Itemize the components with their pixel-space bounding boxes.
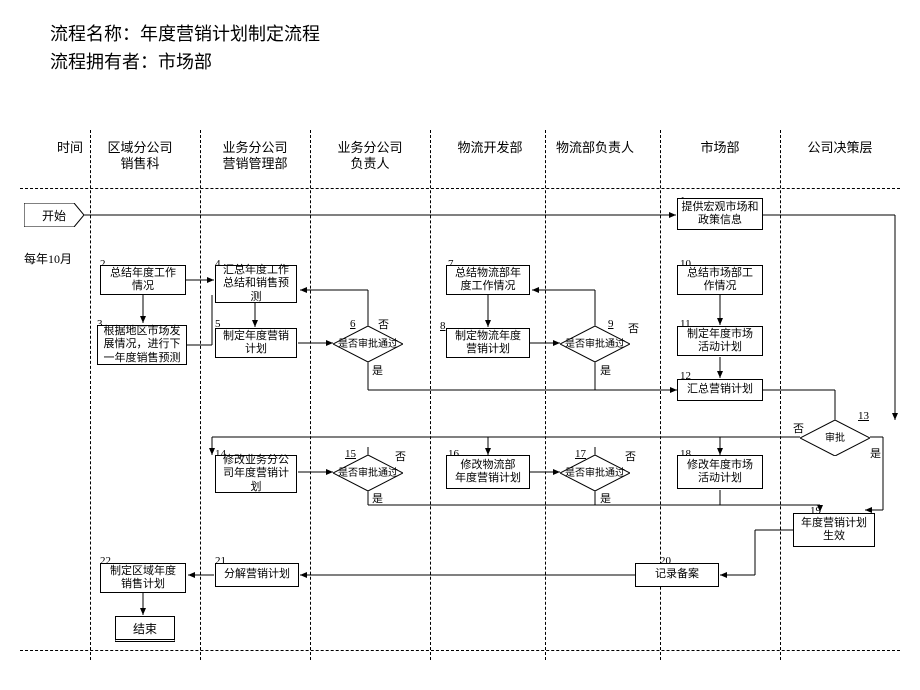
divider	[90, 130, 91, 660]
label-no: 否	[793, 420, 804, 436]
divider	[430, 130, 431, 660]
node-20: 记录备案	[635, 563, 719, 587]
node-9-diamond: 是否审批通过	[560, 326, 630, 362]
node-11: 制定年度市场活动计划	[677, 326, 763, 356]
label-no: 否	[625, 448, 636, 464]
label-no: 否	[395, 448, 406, 464]
divider-h	[20, 188, 900, 189]
node-16: 修改物流部年度营销计划	[446, 455, 530, 489]
node-17-diamond: 是否审批通过	[560, 455, 630, 491]
node-num: 8	[440, 320, 446, 332]
lane-7: 公司决策层	[800, 140, 880, 156]
node-21: 分解营销计划	[215, 563, 299, 587]
node-3: 根据地区市场发展情况，进行下一年度销售预测	[97, 325, 187, 365]
divider	[200, 130, 201, 660]
period-label: 每年10月	[24, 250, 72, 267]
page-owner: 流程拥有者：市场部	[50, 48, 212, 74]
node-18: 修改年度市场活动计划	[677, 455, 763, 489]
lane-3: 业务分公司负责人	[330, 140, 410, 171]
node-8: 制定物流年度营销计划	[446, 328, 530, 358]
node-4: 汇总年度工作总结和销售预测	[215, 265, 297, 303]
page-title: 流程名称：年度营销计划制定流程	[50, 20, 320, 46]
label-yes: 是	[600, 362, 611, 378]
node-7: 总结物流部年度工作情况	[446, 265, 530, 295]
node-15-diamond: 是否审批通过	[333, 455, 403, 491]
lane-2: 业务分公司营销管理部	[215, 140, 295, 171]
divider-h	[20, 650, 900, 651]
label-yes: 是	[600, 490, 611, 506]
lane-4: 物流开发部	[450, 140, 530, 156]
node-19: 年度营销计划生效	[793, 513, 875, 547]
node-10: 总结市场部工作情况	[677, 265, 763, 295]
lane-time: 时间	[30, 140, 110, 156]
node-5: 制定年度营销计划	[215, 328, 297, 358]
divider	[780, 130, 781, 660]
label-yes: 是	[870, 445, 881, 461]
label-yes: 是	[372, 490, 383, 506]
divider	[545, 130, 546, 660]
label-yes: 是	[372, 362, 383, 378]
node-22: 制定区域年度销售计划	[100, 563, 186, 593]
node-13-diamond: 审批	[800, 420, 870, 456]
label-no: 否	[628, 320, 639, 336]
node-14: 修改业务分公司年度营销计划	[215, 455, 297, 493]
divider	[310, 130, 311, 660]
end-node: 结束	[115, 616, 175, 642]
lane-1: 区域分公司销售科	[100, 140, 180, 171]
lane-5: 物流部负责人	[555, 140, 635, 156]
node-6-diamond: 是否审批通过	[333, 326, 403, 362]
node-1: 提供宏观市场和政策信息	[677, 198, 763, 230]
node-12: 汇总营销计划	[677, 379, 763, 401]
start-node: 开始	[24, 203, 84, 227]
node-2: 总结年度工作情况	[100, 265, 186, 295]
label-no: 否	[378, 316, 389, 332]
lane-6: 市场部	[680, 140, 760, 156]
